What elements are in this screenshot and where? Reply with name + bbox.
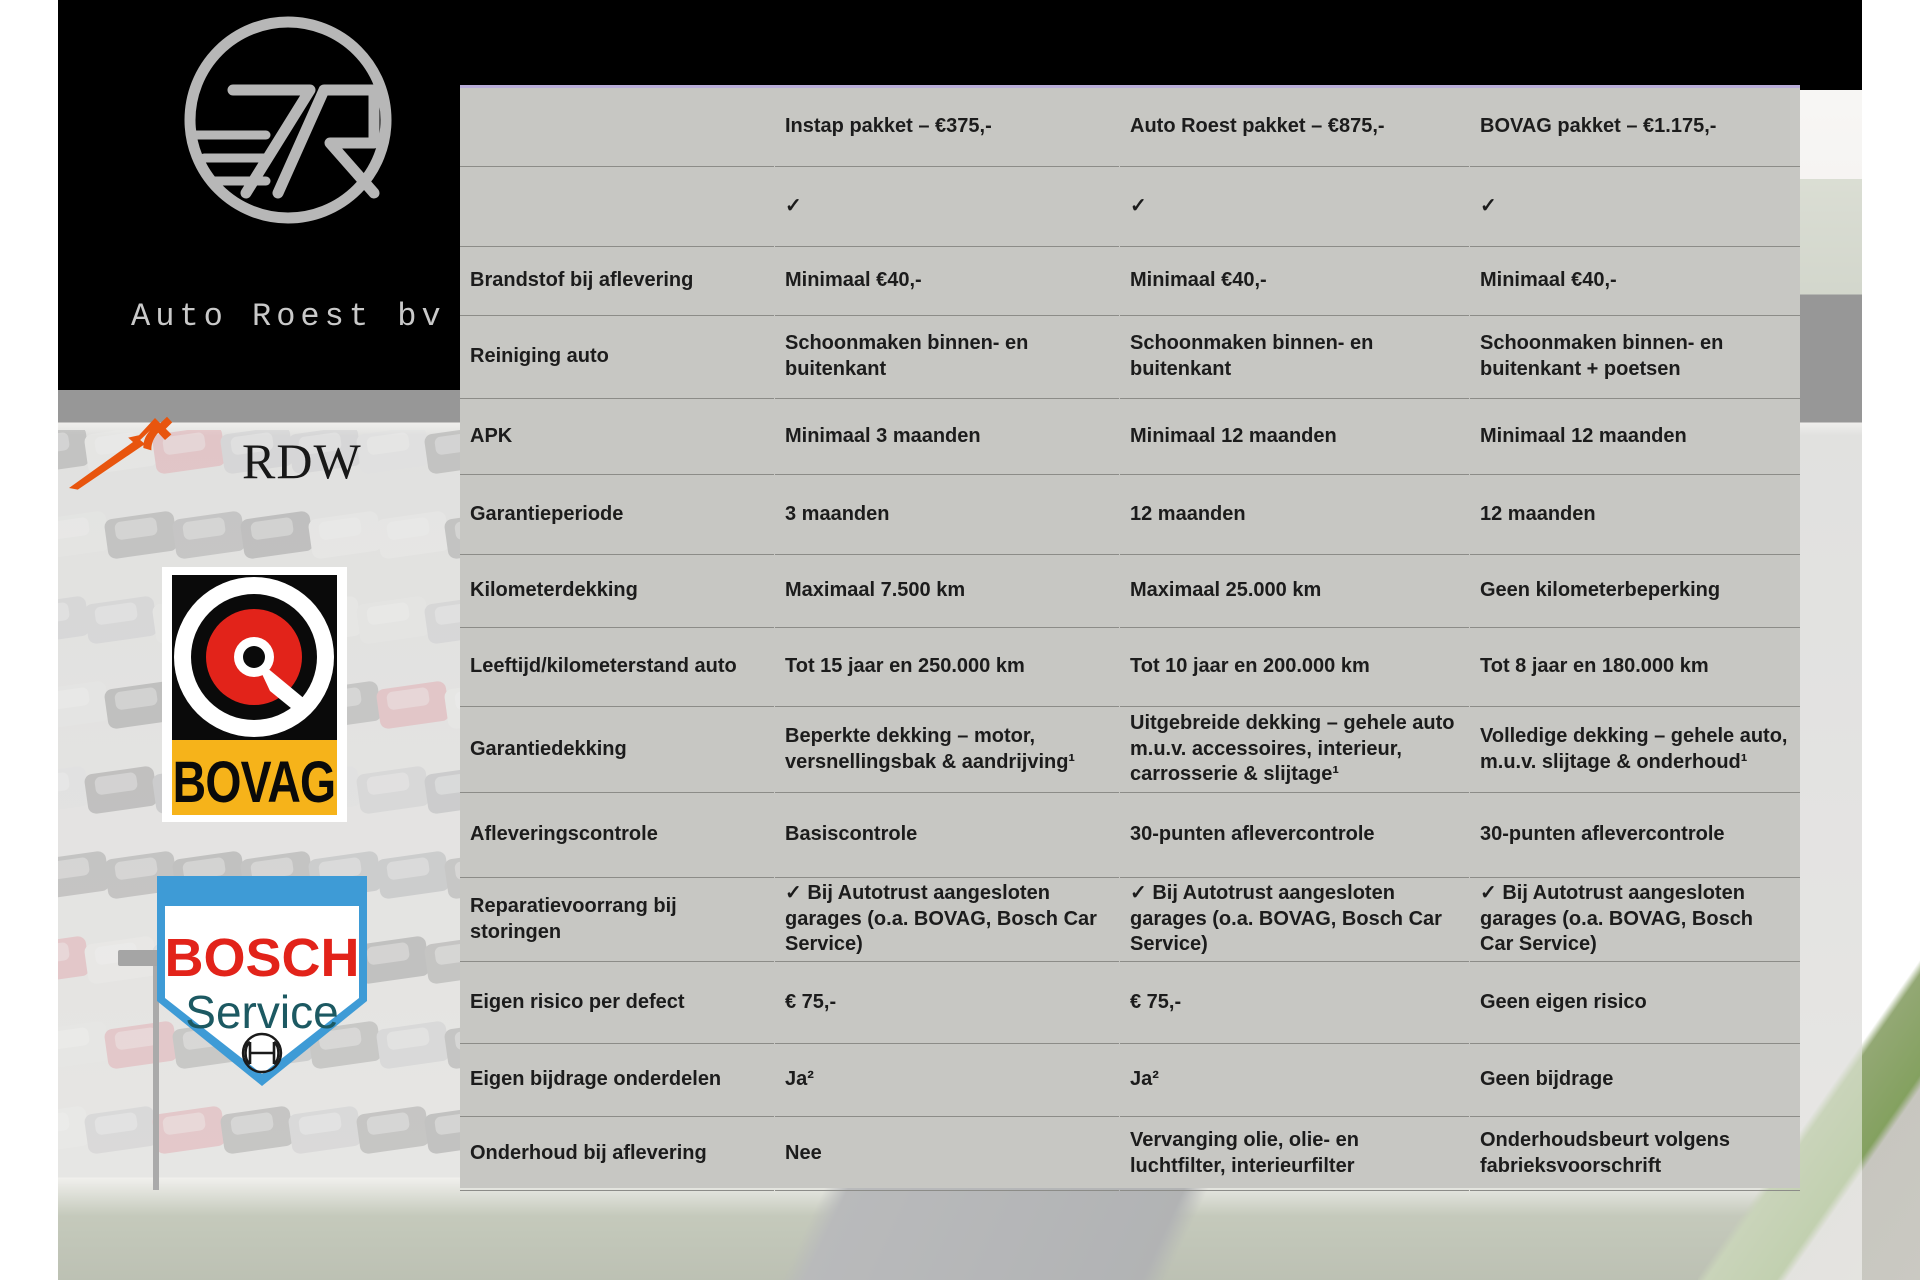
svg-text:BOSCH: BOSCH <box>164 928 359 988</box>
svg-text:Service: Service <box>185 986 338 1038</box>
svg-text:BOVAG: BOVAG <box>173 750 336 815</box>
